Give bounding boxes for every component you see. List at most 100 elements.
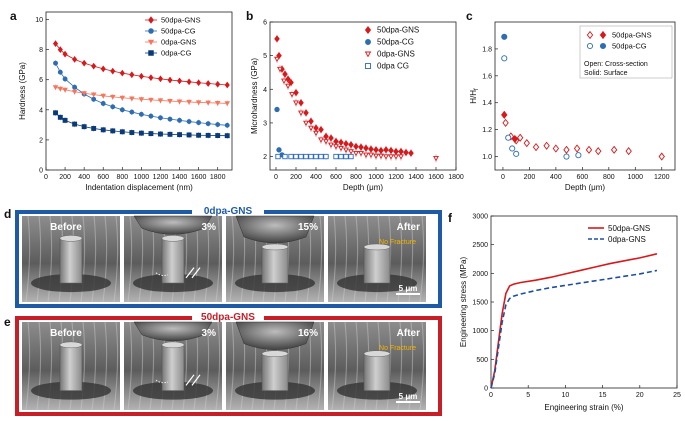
panel-a-frame bbox=[45, 11, 233, 171]
data-point bbox=[274, 35, 280, 43]
data-point bbox=[358, 150, 364, 157]
sem-texture bbox=[204, 215, 210, 303]
data-point bbox=[196, 132, 202, 138]
data-point bbox=[298, 99, 304, 107]
data-point bbox=[308, 153, 314, 160]
y-tick-label: 3000 bbox=[472, 214, 488, 221]
data-point bbox=[523, 138, 530, 148]
data-point bbox=[293, 153, 299, 160]
legend-marker bbox=[365, 63, 371, 69]
sem-pillar bbox=[59, 344, 83, 391]
data-point bbox=[313, 130, 319, 137]
sem-texture bbox=[342, 321, 348, 411]
data-point bbox=[215, 122, 221, 128]
panel-c-legend: Open: Cross-section Solid: Surface 50dpa… bbox=[579, 25, 673, 79]
data-point bbox=[516, 133, 524, 142]
data-point bbox=[215, 133, 221, 138]
data-point bbox=[100, 65, 106, 73]
panel-a-ylabel: Hardness (GPa) bbox=[18, 62, 27, 120]
panel-a-label: a bbox=[10, 9, 17, 23]
data-point bbox=[308, 125, 314, 132]
x-tick-label: 400 bbox=[310, 174, 322, 181]
data-point bbox=[224, 101, 230, 107]
y-tick-label: 1.4 bbox=[482, 100, 492, 107]
data-point bbox=[195, 100, 202, 106]
data-point bbox=[408, 149, 414, 157]
data-point bbox=[119, 69, 125, 77]
data-point bbox=[274, 106, 280, 113]
legend-label: 50dpa-GNS bbox=[608, 224, 650, 233]
panel-f-label: f bbox=[448, 211, 453, 225]
sem-pillar bbox=[261, 246, 289, 284]
data-point bbox=[62, 50, 68, 58]
data-point bbox=[393, 154, 399, 160]
panel-e-sem-sequence: e 50dpa-GNS Before 3% 16% After No Fracture 5… bbox=[4, 310, 442, 416]
sem-pillar-top bbox=[261, 243, 289, 251]
panel-a-hardness-chart: a 0 200 400 600 800 1000 1200 1400 1600 1800 0 2 4 6 8… bbox=[10, 9, 233, 192]
data-point bbox=[57, 46, 63, 53]
y-tick-label: 0 bbox=[39, 168, 43, 175]
series-curve bbox=[490, 269, 658, 389]
sem-texture bbox=[229, 321, 235, 411]
data-point bbox=[658, 152, 665, 161]
data-point bbox=[285, 83, 291, 90]
sem-texture bbox=[386, 321, 392, 411]
data-point bbox=[205, 121, 211, 127]
panel-f-ylabel: Engineering stress (MPa) bbox=[459, 257, 468, 348]
data-point bbox=[323, 139, 329, 145]
panel-d-title: 0dpa-GNS bbox=[204, 206, 253, 217]
data-point bbox=[573, 144, 581, 153]
sem-texture bbox=[127, 215, 133, 303]
data-point bbox=[505, 134, 512, 141]
panel-c-legend-box bbox=[579, 25, 673, 79]
data-point bbox=[328, 134, 334, 142]
data-point bbox=[281, 78, 287, 84]
x-tick-label: 1400 bbox=[408, 174, 424, 181]
data-point bbox=[378, 153, 384, 159]
data-point bbox=[138, 97, 145, 103]
data-point bbox=[403, 148, 409, 157]
data-point bbox=[196, 79, 202, 87]
x-tick-label: 1200 bbox=[654, 174, 670, 181]
data-point bbox=[277, 66, 283, 73]
data-point bbox=[501, 55, 508, 62]
sem-texture bbox=[25, 321, 31, 411]
y-tick-label: 1.0 bbox=[482, 154, 492, 161]
data-point bbox=[532, 143, 540, 152]
data-point bbox=[595, 147, 602, 156]
sem-texture bbox=[36, 215, 42, 303]
x-tick-label: 1000 bbox=[368, 174, 384, 181]
data-point bbox=[353, 150, 359, 157]
data-point bbox=[53, 60, 58, 66]
legend-label: 50dpa-GNS bbox=[612, 31, 652, 40]
sem-texture bbox=[80, 321, 86, 411]
data-point bbox=[373, 146, 379, 154]
data-point bbox=[148, 74, 154, 81]
legend-marker bbox=[364, 51, 372, 58]
data-point bbox=[303, 153, 309, 160]
sem-texture bbox=[127, 321, 133, 411]
data-point bbox=[293, 100, 299, 106]
panel-c-ratio-chart: c 0 200 400 600 800 1000 1200 1.0 1.2 1.4 1.6 1.8 D… bbox=[466, 9, 676, 192]
data-point bbox=[343, 140, 349, 148]
data-point bbox=[358, 143, 364, 151]
legend-marker-open bbox=[586, 42, 594, 50]
sem-pillar bbox=[59, 238, 83, 284]
legend-marker bbox=[148, 16, 154, 24]
sem-texture bbox=[36, 321, 42, 411]
data-point bbox=[398, 154, 404, 160]
sem-texture bbox=[386, 215, 392, 303]
data-point bbox=[138, 130, 144, 136]
panel-d-title-bg bbox=[192, 204, 264, 218]
y-tick-label: 6 bbox=[39, 77, 43, 84]
sem-texture bbox=[408, 321, 414, 411]
data-point bbox=[282, 70, 288, 78]
data-point bbox=[282, 153, 288, 160]
sem-texture bbox=[113, 215, 119, 303]
sem-texture bbox=[91, 215, 97, 303]
data-point bbox=[158, 115, 163, 121]
panel-b-label: b bbox=[246, 9, 253, 23]
x-tick-label: 600 bbox=[577, 174, 589, 181]
x-tick-label: 800 bbox=[603, 174, 615, 181]
slip-dots bbox=[155, 379, 169, 384]
